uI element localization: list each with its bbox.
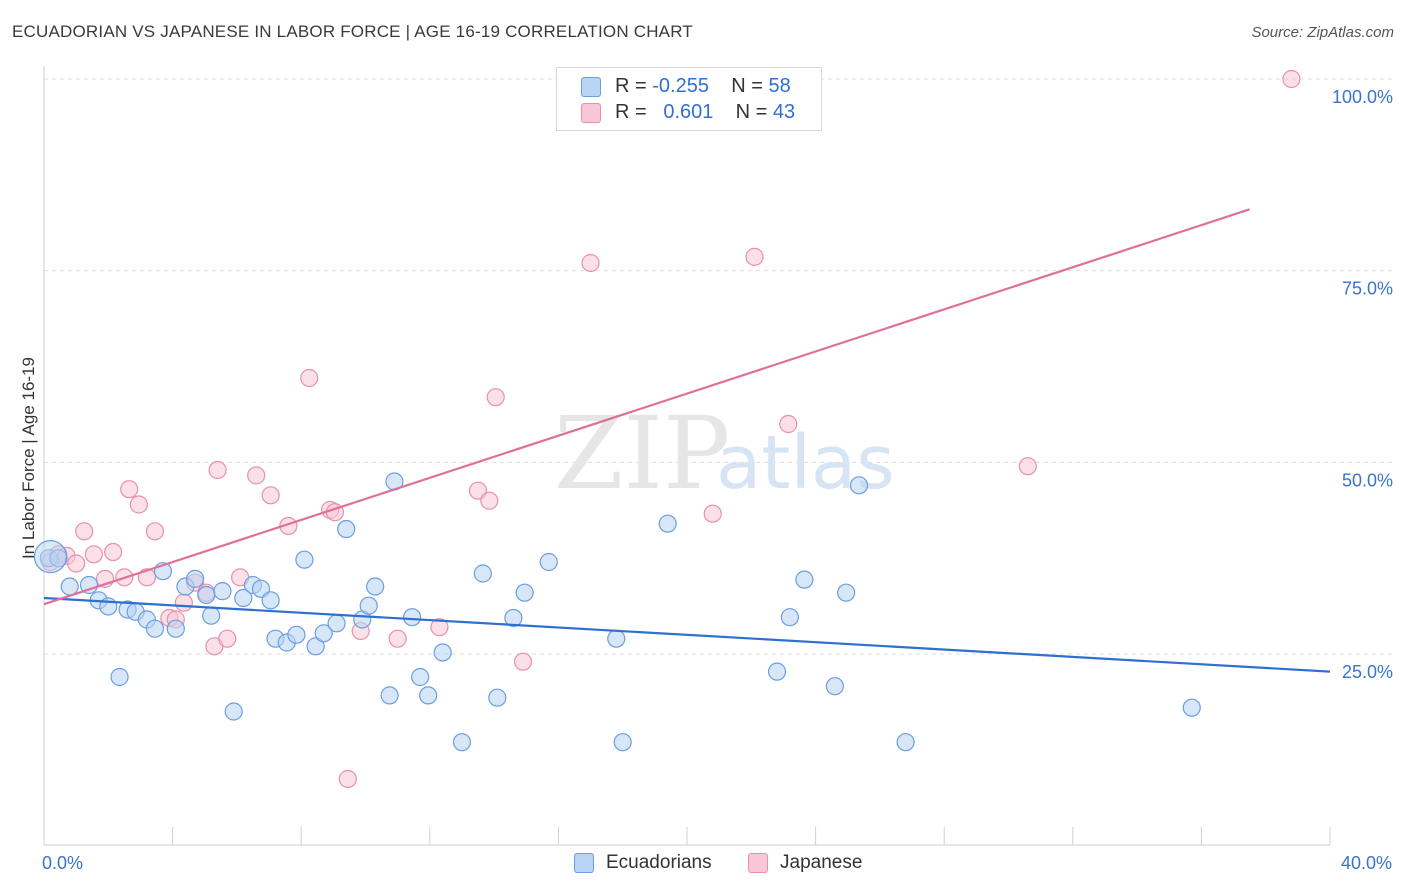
ecuadorian-point	[366, 577, 385, 596]
ecuadorian-point	[380, 686, 399, 705]
watermark-zip: ZIP	[554, 395, 730, 512]
ecuadorian-point	[504, 608, 523, 628]
ecuadorian-point	[825, 677, 844, 696]
ecuadorian-point	[337, 519, 356, 539]
japanese-point	[120, 480, 139, 499]
n-value-japanese: 43	[772, 101, 796, 123]
ecuadorian-point	[60, 577, 79, 596]
ecuadorians-trendline	[43, 596, 1331, 673]
japanese-point	[581, 253, 600, 273]
japanese-point	[1018, 457, 1037, 476]
ecuadorian-point	[473, 564, 492, 583]
japanese-point	[218, 629, 237, 648]
ecuadorian-point	[767, 662, 787, 681]
ecuadorian-point	[234, 588, 253, 608]
ecuadorian-point	[613, 733, 632, 752]
ecuadorian-point	[419, 686, 438, 705]
ecuadorian-point	[539, 552, 558, 572]
japanese-point	[779, 414, 798, 434]
japanese-point	[145, 522, 165, 541]
chart-title: ECUADORIAN VS JAPANESE IN LABOR FORCE | …	[12, 22, 693, 41]
r-label: R =	[615, 101, 653, 123]
ecuadorian-point	[433, 643, 452, 662]
ecuadorians-swatch	[581, 77, 601, 97]
japanese-point	[1282, 69, 1301, 89]
ecuadorian-point	[515, 583, 534, 602]
ecuadorian-point	[186, 569, 205, 588]
japanese-legend-swatch	[748, 853, 768, 873]
ecuadorian-point	[166, 619, 185, 638]
y-tick-label: 50.0%	[1342, 470, 1393, 490]
r-value-japanese: 0.601	[663, 101, 714, 123]
y-tick-label: 75.0%	[1342, 279, 1393, 299]
y-axis-label: In Labor Force | Age 16-19	[19, 357, 38, 559]
ecuadorians-legend-swatch	[574, 853, 594, 873]
ecuadorian-point	[780, 608, 799, 627]
japanese-point	[261, 486, 280, 505]
x-tick-label-min: 0.0%	[42, 853, 83, 873]
japanese-point	[703, 504, 722, 523]
legend-label-japanese: Japanese	[780, 852, 863, 873]
ecuadorian-point	[261, 591, 280, 610]
n-label: N =	[735, 101, 773, 123]
ecuadorian-point	[658, 514, 677, 533]
series-legend: Ecuadorians Japanese	[0, 852, 1406, 878]
japanese-point	[745, 247, 764, 266]
japanese-point	[129, 495, 148, 514]
japanese-point	[75, 522, 94, 541]
ecuadorian-point	[306, 637, 325, 656]
y-tick-label: 25.0%	[1342, 662, 1393, 682]
ecuadorian-point	[287, 625, 306, 644]
ecuadorian-point	[1182, 698, 1201, 717]
japanese-point	[247, 466, 266, 485]
n-label: N =	[731, 75, 769, 97]
ecuadorian-point	[411, 667, 430, 687]
ecuadorian-point	[145, 619, 165, 638]
ecuadorian-point	[295, 550, 314, 569]
ecuadorian-point	[202, 606, 221, 625]
japanese-trendline	[43, 208, 1250, 606]
ecuadorian-point	[110, 667, 129, 687]
ecuadorian-point	[795, 570, 814, 589]
watermark-atlas: atlas	[716, 420, 895, 506]
correlation-legend: R = -0.255 N = 58 R = 0.601 N = 43	[556, 67, 822, 131]
japanese-point	[300, 368, 319, 388]
ecuadorian-point	[327, 614, 346, 633]
source-credit: Source: ZipAtlas.com	[1251, 24, 1394, 41]
japanese-point	[104, 542, 123, 562]
japanese-point	[174, 593, 193, 612]
ecuadorian-point	[849, 476, 869, 495]
ecuadorian-point	[488, 688, 507, 707]
japanese-point	[430, 618, 449, 637]
legend-label-ecuadorians: Ecuadorians	[606, 852, 712, 873]
n-value-ecuadorians: 58	[768, 75, 791, 97]
ecuadorian-point	[359, 596, 378, 615]
ecuadorian-point	[224, 702, 243, 721]
japanese-point	[388, 629, 407, 648]
x-tick-label-max: 40.0%	[1341, 853, 1392, 873]
ecuadorian-point	[213, 582, 232, 601]
japanese-point	[480, 491, 499, 510]
y-tick-label: 100.0%	[1332, 87, 1393, 107]
japanese-point	[84, 545, 103, 564]
ecuadorian-point	[79, 575, 99, 595]
japanese-point	[208, 460, 227, 480]
japanese-swatch	[581, 103, 601, 123]
ecuadorian-point	[197, 585, 216, 605]
ecuadorian-cluster-point	[33, 540, 68, 574]
ecuadorian-point	[452, 733, 472, 752]
r-value-ecuadorians: -0.255	[652, 75, 709, 97]
japanese-point	[513, 652, 533, 671]
ecuadorian-point	[607, 629, 626, 648]
japanese-point	[67, 554, 86, 573]
japanese-point	[137, 568, 156, 587]
japanese-point	[338, 769, 357, 789]
ecuadorian-point	[837, 583, 856, 602]
ecuadorian-point	[314, 624, 333, 643]
ecuadorian-point	[403, 608, 422, 627]
r-label: R =	[615, 75, 653, 97]
japanese-point	[486, 388, 505, 407]
ecuadorian-point	[896, 733, 915, 752]
